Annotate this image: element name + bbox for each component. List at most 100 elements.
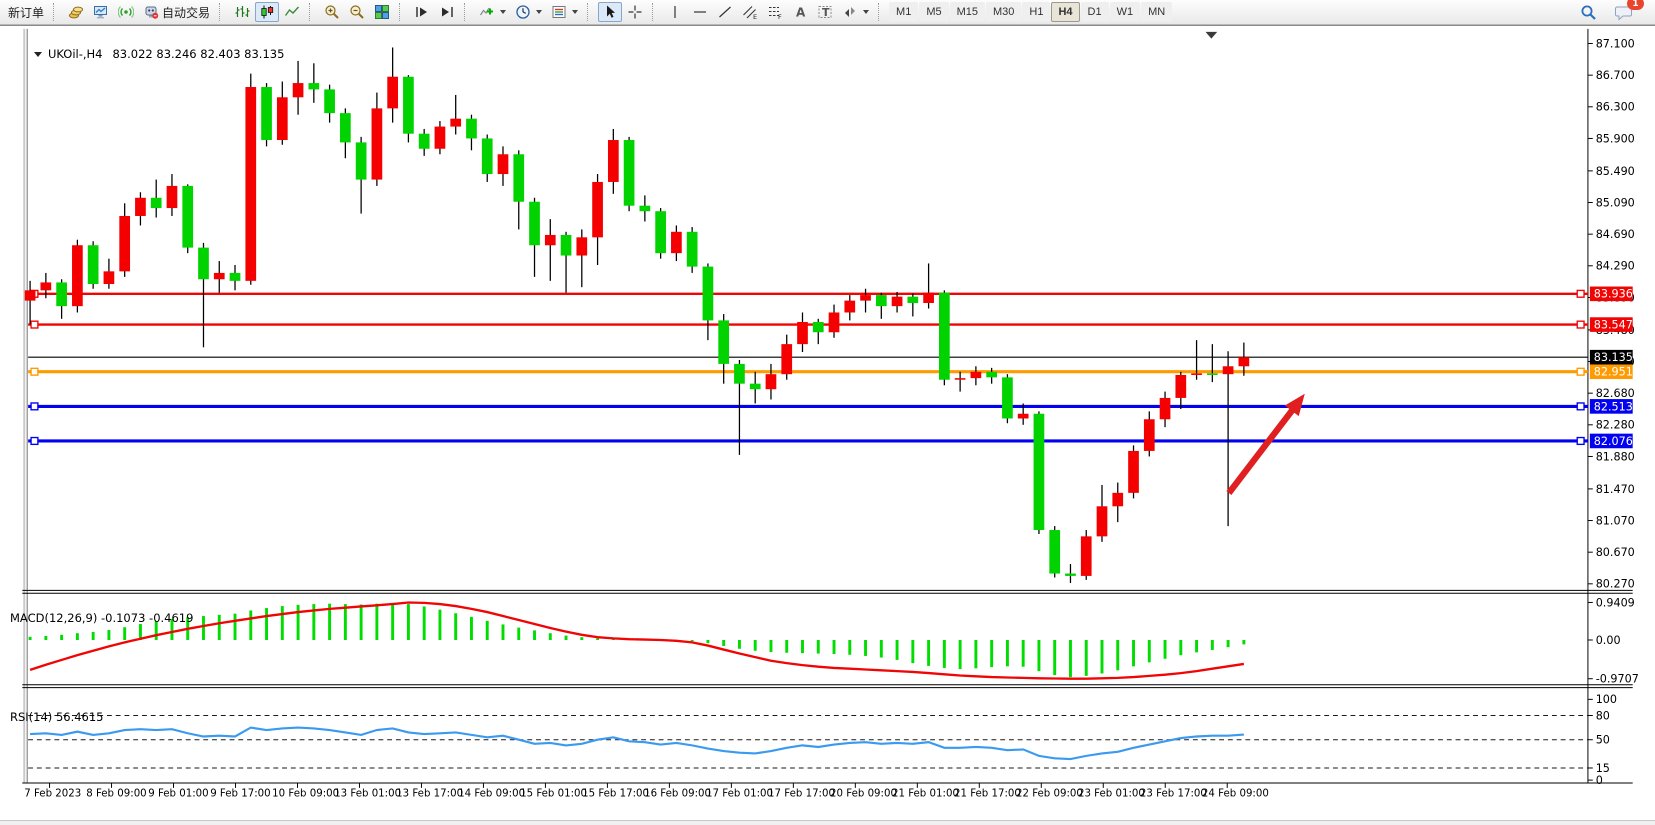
chart-bars-button[interactable] [230,2,254,22]
zoom-in-button[interactable] [320,2,344,22]
chart-candles-button[interactable] [255,2,280,22]
candle-body [544,234,556,246]
time-tick-label: 15 Feb 17:00 [582,789,649,800]
price-tick-label: 80.270 [1596,578,1635,591]
candle-body [24,290,36,301]
hline-83.936[interactable]: 83.936 [28,286,1633,302]
toolbar-separator [878,3,885,21]
candle-body [261,87,272,141]
candle-body [166,185,178,209]
line-handle[interactable] [30,367,39,376]
zoom-out-button[interactable] [345,2,369,22]
chart-line-button[interactable] [280,2,304,22]
toolbar-right: 1 [1576,0,1651,22]
vertical-line-tool-button[interactable] [663,2,687,22]
arrow-shaft[interactable] [1226,404,1298,495]
line-handle[interactable] [1576,289,1585,298]
cursor-tool-button[interactable] [598,2,623,22]
timeframe-m1[interactable]: M1 [889,2,919,22]
candle-body [340,113,351,143]
candle-body [229,272,241,281]
rsi-tick-label: 80 [1596,709,1610,722]
text-tool-button[interactable]: A [788,2,812,22]
toolbar-separator [309,3,316,21]
timeframe-w1[interactable]: W1 [1109,2,1141,22]
channel-tool-button[interactable]: E [738,2,762,22]
auto-scroll-button[interactable] [410,2,434,22]
candle-body [292,83,304,98]
candle-body [939,292,950,380]
price-line-badge [1589,364,1633,380]
line-handle[interactable] [30,436,39,446]
line-handle[interactable] [1576,436,1585,446]
candle-body [1191,373,1202,375]
line-handle[interactable] [1576,402,1585,411]
toolbar: 新订单 自动交易 [0,0,1655,25]
bid-price-badge-label: 83.135 [1594,351,1633,364]
line-handle[interactable] [1576,367,1585,376]
timeframe-h4[interactable]: H4 [1051,2,1080,22]
candle-body [371,108,383,180]
notification-badge[interactable]: 1 [1627,0,1644,10]
auto-trading-button[interactable]: 自动交易 [139,2,214,22]
templates-button[interactable] [547,2,582,22]
trendline-tool-button[interactable] [713,2,737,22]
candle-body [135,197,146,216]
search-button[interactable] [1576,2,1601,22]
macd-label: MACD(12,26,9) -0.1073 -0.4619 [10,611,194,625]
timeframe-m5[interactable]: M5 [919,2,949,22]
candle-body [702,266,714,321]
new-order-button[interactable]: 新订单 [4,2,48,22]
chart-shift-marker[interactable] [1205,31,1218,39]
new-order-label: 新订单 [8,5,45,20]
candle-body [639,205,651,212]
market-watch-button[interactable] [64,2,88,22]
fibonacci-tool-button[interactable]: F [763,2,787,22]
chart-background [22,28,1633,801]
annotation-arrow[interactable] [1226,393,1305,495]
arrows-tool-button[interactable] [838,2,873,22]
hline-82.076[interactable]: 82.076 [28,433,1633,449]
arrow-head[interactable] [1284,393,1305,417]
price-chart-canvas[interactable]: 87.100 86.700 86.300 85.900 85.490 85.090 84.6… [0,26,1655,820]
candle-body [1112,492,1124,507]
macd-histogram [28,602,1246,678]
chart-window: UKOil-,H4 83.022 83.246 82.403 83.135 MAC… [0,25,1655,820]
macd-tick-label: -0.9707 [1596,673,1639,686]
price-tick-label: 80.670 [1596,546,1635,559]
crosshair-tool-button[interactable] [623,2,647,22]
line-handle[interactable] [30,320,39,329]
periods-button[interactable] [511,2,546,22]
horizontal-line-tool-button[interactable] [688,2,712,22]
timeframe-mn[interactable]: MN [1141,2,1173,22]
candle-body [103,271,115,285]
price-line-badge [1589,433,1633,449]
candle-body [1206,373,1218,375]
timeframe-m30[interactable]: M30 [986,2,1022,22]
terminal-button[interactable] [89,2,113,22]
vertical-line-icon [667,4,683,20]
signals-button[interactable] [114,2,138,22]
chevron-down-icon [572,10,579,14]
price-tick-label: 81.880 [1596,450,1635,463]
tile-windows-button[interactable] [370,2,394,22]
label-tool-button[interactable]: T [813,2,837,22]
timeframe-m15[interactable]: M15 [949,2,985,22]
timeframe-group: M1 M5 M15 M30 H1 H4 D1 W1 MN [889,2,1173,22]
price-line-badge-label: 82.951 [1594,366,1633,379]
line-handle[interactable] [30,402,39,411]
hline-82.951[interactable]: 82.951 [28,364,1633,380]
indicators-button[interactable] [475,2,510,22]
line-handle[interactable] [1576,320,1585,329]
search-icon [1580,4,1597,21]
time-tick-label: 20 Feb 09:00 [830,789,897,800]
symbol-dropdown-icon[interactable] [33,52,42,57]
hline-82.513[interactable]: 82.513 [28,399,1633,414]
timeframe-d1[interactable]: D1 [1080,2,1109,22]
timeframe-h1[interactable]: H1 [1022,2,1051,22]
chart-shift-button[interactable] [435,2,459,22]
price-line-badge-label: 82.513 [1594,400,1633,413]
candle-body [576,237,588,256]
hline-83.547[interactable]: 83.547 [28,317,1633,332]
